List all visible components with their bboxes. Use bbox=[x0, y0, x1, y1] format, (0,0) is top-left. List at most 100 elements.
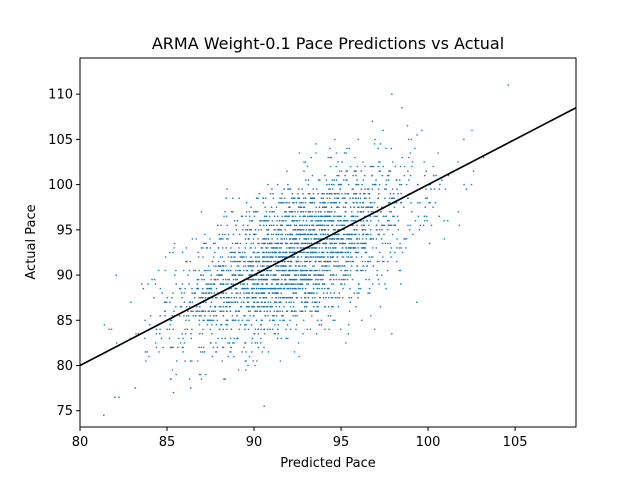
scatter-point bbox=[423, 215, 426, 218]
scatter-point bbox=[203, 319, 205, 322]
scatter-point bbox=[278, 305, 281, 308]
scatter-point bbox=[379, 229, 381, 231]
scatter-point bbox=[385, 183, 388, 186]
scatter-point bbox=[356, 165, 359, 168]
scatter-point bbox=[314, 283, 317, 285]
scatter-point bbox=[332, 247, 334, 249]
scatter-point bbox=[267, 305, 269, 308]
scatter-point bbox=[403, 238, 405, 240]
scatter-point bbox=[283, 305, 285, 308]
scatter-point bbox=[222, 315, 224, 317]
scatter-point bbox=[263, 242, 266, 245]
scatter-point bbox=[256, 360, 258, 362]
scatter-point bbox=[214, 278, 217, 281]
scatter-point bbox=[251, 296, 253, 299]
scatter-point bbox=[365, 197, 367, 199]
scatter-point bbox=[224, 337, 226, 340]
scatter-point bbox=[369, 206, 372, 208]
scatter-point bbox=[335, 238, 338, 240]
scatter-point bbox=[195, 315, 197, 317]
scatter-point bbox=[271, 238, 273, 240]
scatter-point bbox=[115, 274, 118, 276]
scatter-point bbox=[245, 287, 247, 290]
scatter-point bbox=[191, 301, 194, 304]
scatter-point bbox=[344, 269, 346, 272]
scatter-point bbox=[345, 274, 347, 276]
scatter-point bbox=[300, 201, 303, 204]
scatter-point bbox=[301, 283, 304, 285]
scatter-point bbox=[263, 305, 266, 308]
scatter-point bbox=[323, 206, 325, 208]
scatter-point bbox=[359, 201, 362, 204]
scatter-point bbox=[221, 233, 224, 236]
scatter-point bbox=[239, 292, 242, 294]
scatter-point bbox=[463, 138, 465, 141]
scatter-point bbox=[303, 224, 306, 227]
scatter-point bbox=[328, 260, 331, 263]
scatter-point bbox=[315, 251, 318, 254]
scatter-point bbox=[212, 315, 215, 317]
scatter-point bbox=[419, 201, 421, 204]
scatter-point bbox=[384, 283, 386, 285]
scatter-point bbox=[347, 238, 350, 240]
scatter-point bbox=[409, 152, 412, 154]
scatter-point bbox=[230, 328, 233, 331]
scatter-point bbox=[246, 287, 249, 290]
scatter-point bbox=[238, 274, 240, 276]
scatter-point bbox=[245, 351, 247, 353]
scatter-point bbox=[301, 287, 304, 290]
scatter-point bbox=[292, 247, 294, 249]
scatter-point bbox=[211, 333, 213, 335]
scatter-point bbox=[306, 215, 309, 218]
scatter-point bbox=[175, 269, 177, 272]
scatter-point bbox=[347, 274, 349, 276]
scatter-point bbox=[261, 305, 263, 308]
scatter-point bbox=[276, 229, 279, 231]
scatter-point bbox=[223, 301, 225, 304]
scatter-point bbox=[257, 346, 260, 349]
scatter-point bbox=[313, 292, 315, 294]
scatter-point bbox=[182, 337, 184, 340]
scatter-point bbox=[258, 229, 260, 231]
scatter-point bbox=[204, 233, 206, 236]
scatter-point bbox=[295, 242, 297, 245]
scatter-point bbox=[216, 346, 219, 349]
scatter-point bbox=[257, 278, 260, 281]
scatter-point bbox=[199, 333, 201, 335]
scatter-point bbox=[355, 251, 358, 254]
scatter-point bbox=[237, 369, 240, 371]
scatter-point bbox=[308, 269, 311, 272]
scatter-point bbox=[255, 319, 258, 322]
scatter-point bbox=[379, 305, 382, 308]
scatter-point bbox=[317, 179, 320, 181]
scatter-point bbox=[307, 192, 310, 195]
scatter-point bbox=[338, 201, 341, 204]
scatter-point bbox=[281, 315, 283, 317]
scatter-point bbox=[356, 269, 359, 272]
scatter-point bbox=[326, 183, 328, 186]
scatter-point bbox=[305, 238, 308, 240]
scatter-point bbox=[330, 211, 333, 213]
scatter-point bbox=[318, 283, 321, 285]
scatter-point bbox=[261, 256, 264, 258]
scatter-point bbox=[341, 197, 344, 199]
scatter-point bbox=[338, 242, 341, 245]
scatter-point bbox=[232, 211, 234, 213]
scatter-point bbox=[248, 319, 250, 322]
scatter-point bbox=[200, 351, 202, 353]
scatter-point bbox=[281, 201, 284, 204]
reference-line bbox=[79, 107, 577, 367]
scatter-point bbox=[322, 292, 325, 294]
scatter-point bbox=[323, 251, 325, 254]
scatter-point bbox=[226, 328, 228, 331]
scatter-point bbox=[281, 192, 283, 195]
scatter-point bbox=[328, 211, 331, 213]
scatter-point bbox=[215, 265, 217, 267]
scatter-point bbox=[217, 260, 220, 263]
scatter-point bbox=[340, 238, 342, 240]
scatter-point bbox=[345, 152, 348, 154]
x-tick-label: 85 bbox=[159, 435, 176, 450]
scatter-point bbox=[280, 229, 282, 231]
scatter-point bbox=[318, 269, 321, 272]
scatter-point bbox=[262, 292, 264, 294]
